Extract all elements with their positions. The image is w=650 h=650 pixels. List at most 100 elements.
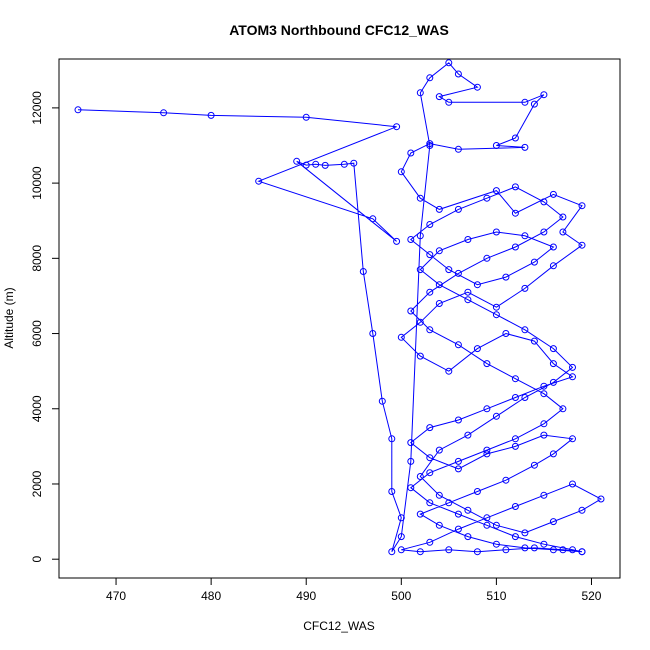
data-point <box>521 529 529 537</box>
data-point <box>549 450 557 458</box>
data-point <box>549 190 557 198</box>
data-point <box>578 241 586 249</box>
data-point <box>483 194 491 202</box>
x-tick-label: 500 <box>391 589 411 603</box>
data-point <box>407 457 415 465</box>
data-point <box>378 397 386 405</box>
data-point <box>407 307 415 315</box>
data-point <box>454 145 462 153</box>
data-point <box>549 518 557 526</box>
data-point <box>549 378 557 386</box>
x-tick-label: 490 <box>296 589 316 603</box>
data-point <box>521 544 529 552</box>
data-point <box>426 221 434 228</box>
data-point <box>511 435 519 443</box>
data-point <box>445 266 453 274</box>
data-point <box>473 345 481 353</box>
data-point <box>426 469 434 477</box>
data-point <box>445 98 453 106</box>
data-point <box>483 521 491 529</box>
data-point <box>549 360 557 368</box>
data-point <box>483 360 491 368</box>
data-point <box>426 142 434 149</box>
data-point <box>435 491 443 499</box>
data-point <box>454 465 462 473</box>
data-point <box>312 160 320 168</box>
data-point <box>521 143 529 151</box>
data-point <box>426 74 434 82</box>
data-point <box>502 546 510 554</box>
data-point <box>521 232 529 240</box>
data-point <box>511 183 519 191</box>
y-tick-label: 10000 <box>30 166 44 200</box>
data-point <box>511 375 519 383</box>
data-point <box>492 311 500 319</box>
data-point <box>502 476 510 484</box>
data-point <box>407 149 415 157</box>
data-point <box>492 303 500 311</box>
data-point <box>492 412 500 420</box>
data-point <box>416 548 424 556</box>
data-point <box>302 113 310 121</box>
data-point <box>492 521 500 529</box>
data-point <box>416 473 424 480</box>
data-point <box>559 546 567 554</box>
data-point <box>302 161 310 169</box>
data-point <box>388 548 396 556</box>
data-point <box>416 352 424 360</box>
data-point <box>530 337 538 345</box>
data-point <box>511 209 519 217</box>
data-point <box>540 540 548 548</box>
data-point <box>74 106 82 114</box>
data-point <box>426 288 434 296</box>
data-point <box>464 288 472 296</box>
data-point <box>502 330 510 337</box>
data-point <box>569 373 576 381</box>
x-tick-label: 520 <box>581 589 601 603</box>
data-point <box>445 367 453 375</box>
series-line <box>77 62 603 553</box>
data-point <box>511 134 519 142</box>
data-point <box>521 394 529 401</box>
data-point <box>569 363 576 371</box>
data-point <box>530 258 538 266</box>
y-tick-label: 6000 <box>30 320 44 347</box>
data-point <box>483 254 491 262</box>
data-point <box>540 228 548 236</box>
data-point <box>454 341 462 349</box>
data-point <box>255 177 263 185</box>
data-point <box>530 100 538 108</box>
y-tick-label: 0 <box>30 556 44 563</box>
data-point <box>435 93 443 101</box>
data-point <box>549 546 557 554</box>
data-point <box>464 533 472 541</box>
data-point <box>559 405 567 413</box>
data-point <box>435 300 443 307</box>
data-point <box>473 488 481 495</box>
data-point <box>359 268 367 275</box>
data-point <box>397 514 405 522</box>
data-point <box>416 89 424 97</box>
data-point <box>464 296 472 304</box>
data-point <box>540 198 548 206</box>
data-point <box>511 394 519 401</box>
data-point <box>388 435 396 443</box>
data-point <box>540 91 548 99</box>
data-point <box>397 546 405 554</box>
data-point <box>483 450 491 458</box>
data-point <box>559 228 567 236</box>
data-point <box>207 111 215 119</box>
data-point <box>549 262 557 270</box>
data-point <box>426 326 434 334</box>
data-point <box>473 83 481 91</box>
plot-frame <box>58 58 621 579</box>
data-point <box>454 416 462 424</box>
data-point <box>530 461 538 469</box>
data-point <box>521 98 529 106</box>
data-point <box>293 157 301 165</box>
data-point <box>397 533 405 541</box>
data-point <box>578 506 586 514</box>
data-point <box>454 525 462 533</box>
data-point <box>426 454 434 462</box>
y-tick-label: 12000 <box>30 91 44 125</box>
